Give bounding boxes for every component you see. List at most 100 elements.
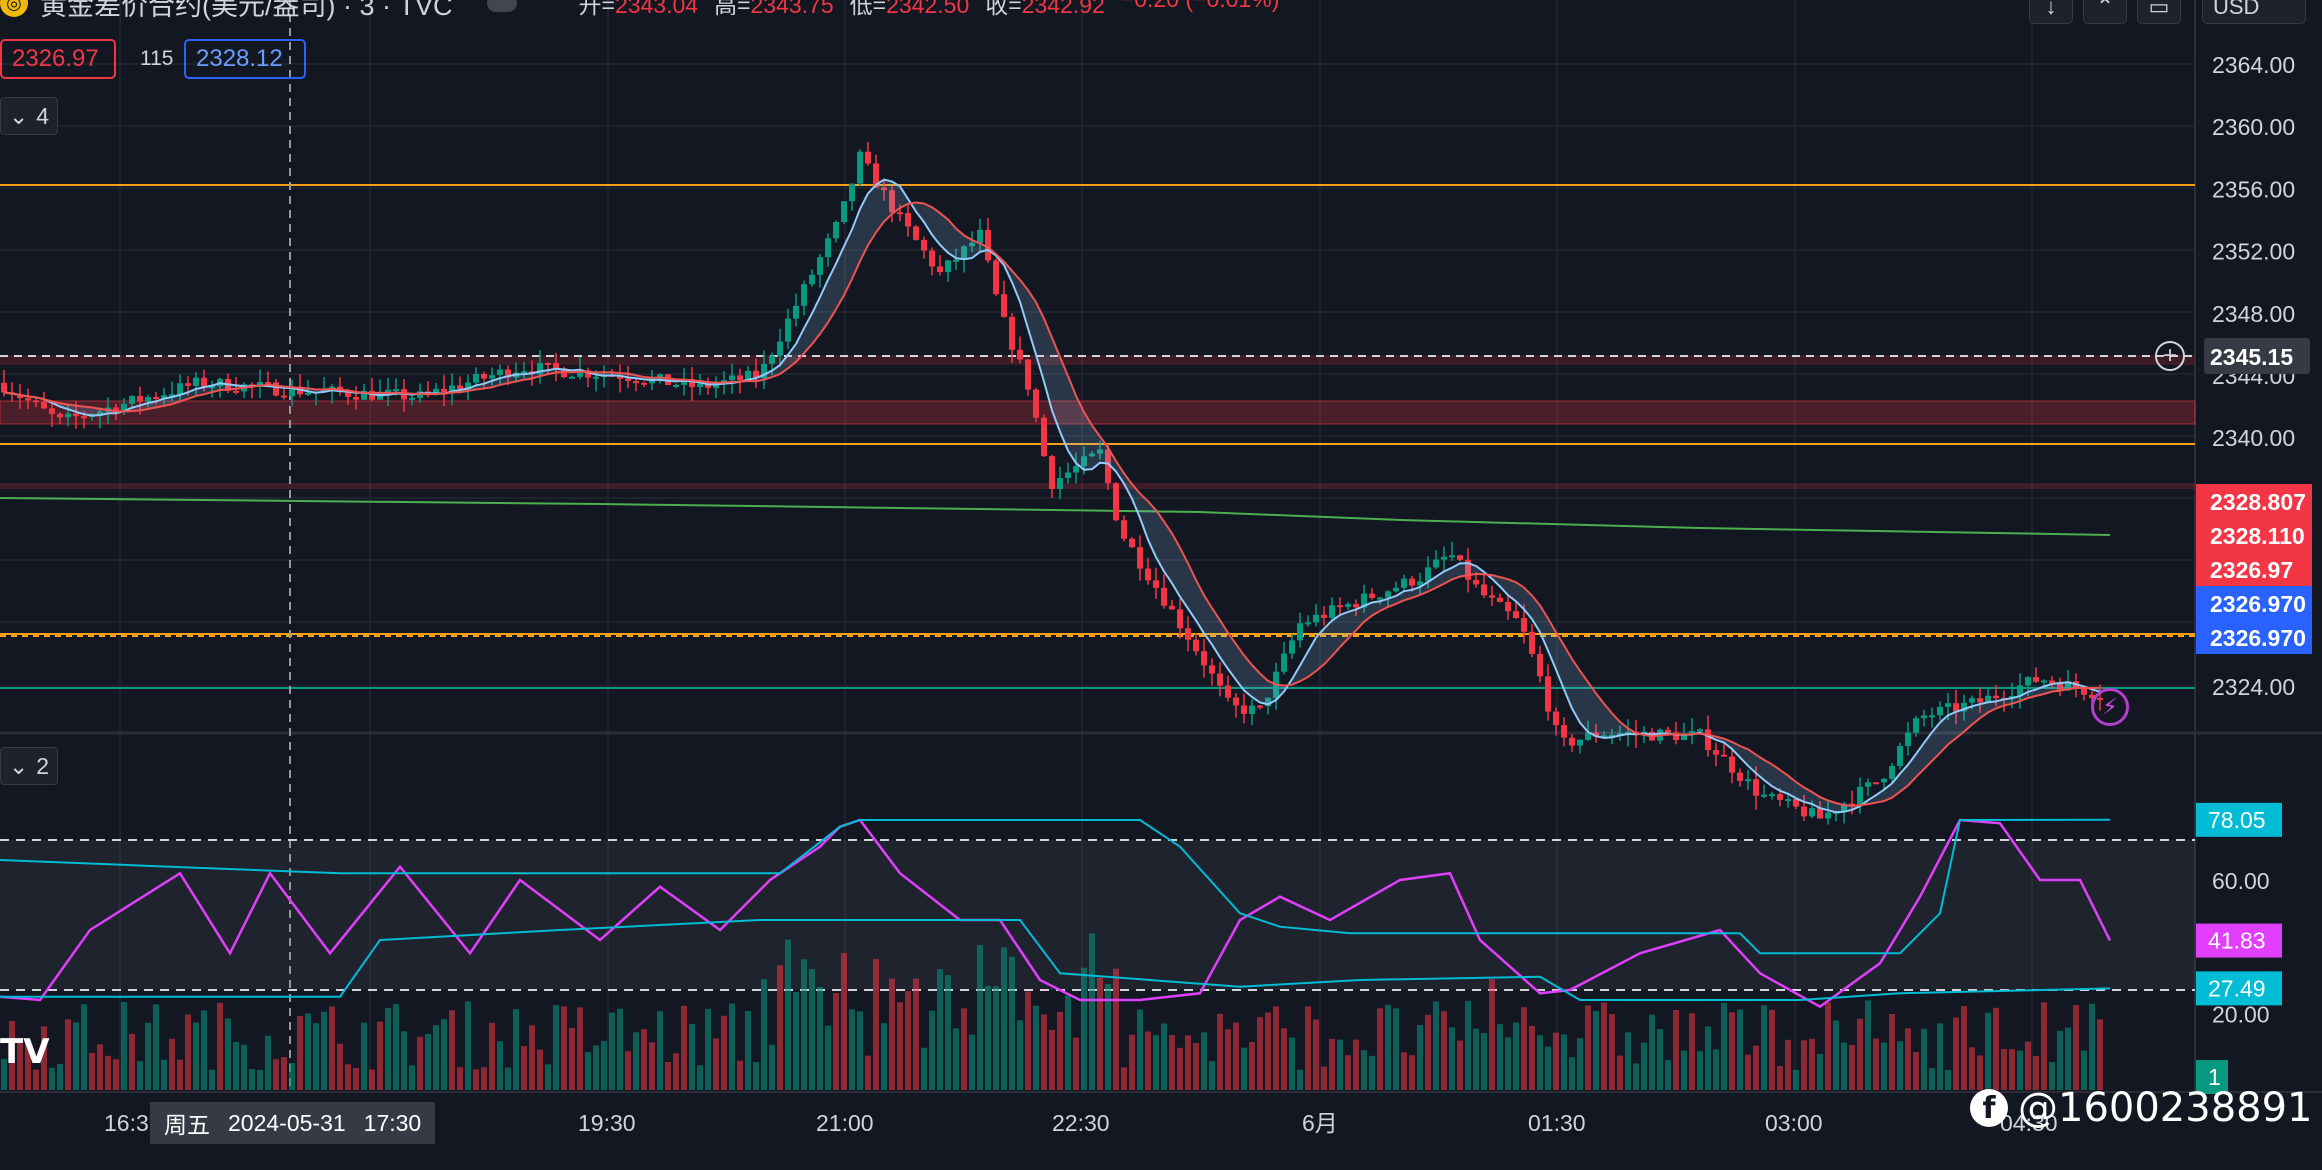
arrow-down-icon[interactable]: ↓ xyxy=(2029,0,2073,24)
sub-label-bg xyxy=(2196,923,2282,958)
chevron-up-icon[interactable]: ⌃ xyxy=(2083,0,2127,24)
lightning-icon[interactable]: ⚡ xyxy=(2091,688,2129,726)
volume-bar xyxy=(993,986,999,1090)
volume-bar xyxy=(505,1067,511,1090)
candle xyxy=(801,284,807,306)
volume-bar xyxy=(889,978,895,1090)
candle xyxy=(1201,651,1207,666)
candle xyxy=(305,392,311,395)
ohlc-values: 开=2343.04 高=2343.75 低=2342.50 收=2342.92 … xyxy=(579,0,1296,20)
volume-bar xyxy=(1433,1001,1439,1090)
candle xyxy=(1913,718,1919,733)
volume-bar xyxy=(729,1003,735,1090)
currency-select[interactable]: USD xyxy=(2202,0,2306,24)
volume-bar xyxy=(1249,1041,1255,1090)
sub-label-bg xyxy=(2196,971,2282,1006)
volume-bar xyxy=(1193,1043,1199,1090)
volume-bar xyxy=(1761,1005,1767,1090)
candle xyxy=(1073,466,1079,473)
candle xyxy=(689,379,695,388)
volume-bar xyxy=(969,1034,975,1090)
volume-bar xyxy=(1841,1042,1847,1090)
volume-bar xyxy=(1305,1006,1311,1090)
volume-bar xyxy=(721,1015,727,1090)
volume-bar xyxy=(1233,1022,1239,1090)
candle xyxy=(1001,294,1007,317)
candle xyxy=(1545,676,1551,712)
ohlc-high-key: 高= xyxy=(714,0,751,18)
sub-label: 27.49 xyxy=(2208,975,2266,1001)
candle xyxy=(1153,580,1159,588)
price-tick-label: 2348.00 xyxy=(2212,301,2295,327)
volume-bar xyxy=(1513,1022,1519,1090)
sub-label-bg xyxy=(2196,1060,2228,1094)
volume-bar xyxy=(1777,1066,1783,1090)
volume-bar xyxy=(1833,1020,1839,1090)
volume-bar xyxy=(1041,1014,1047,1090)
crosshair-price-label: 2345.15 xyxy=(2210,344,2293,370)
sell-button[interactable]: 2326.97 xyxy=(0,39,116,79)
candle xyxy=(1145,568,1151,581)
sub-label: 41.83 xyxy=(2208,928,2266,954)
main-legend-toggle[interactable]: ⌄ 4 xyxy=(0,97,58,135)
candle xyxy=(1305,622,1311,625)
sub-label: 78.05 xyxy=(2208,807,2266,833)
sub-legend-toggle[interactable]: ⌄ 2 xyxy=(0,747,58,785)
crosshair-time: 17:30 xyxy=(363,1109,422,1136)
volume-bar xyxy=(649,1042,655,1090)
add-alert-icon[interactable]: + xyxy=(2155,341,2185,371)
candle xyxy=(2065,681,2071,691)
volume-bar xyxy=(1729,1012,1735,1090)
ohlc-high: 2343.75 xyxy=(750,0,834,18)
volume-bar xyxy=(625,1051,631,1090)
volume-bar xyxy=(689,1023,695,1090)
volume-bar xyxy=(945,975,951,1090)
candle xyxy=(1177,609,1183,629)
volume-bar xyxy=(1769,1009,1775,1090)
candle xyxy=(201,377,207,387)
volume-bar xyxy=(225,1018,231,1090)
volume-bar xyxy=(1377,1008,1383,1090)
volume-bar xyxy=(2049,1062,2055,1090)
crosshair-price-bg xyxy=(2204,338,2310,374)
market-status-icon[interactable] xyxy=(486,0,517,12)
volume-bar xyxy=(209,1069,215,1090)
long-ma-line xyxy=(0,497,2111,536)
candle xyxy=(1809,808,1815,817)
ohlc-open-key: 开= xyxy=(578,0,615,18)
candle xyxy=(1921,715,1927,719)
resistance-zone xyxy=(0,400,2196,425)
candle xyxy=(1897,746,1903,766)
volume-bar xyxy=(417,1036,423,1090)
candle xyxy=(1449,555,1455,558)
candle xyxy=(553,362,559,369)
candle xyxy=(1849,803,1855,806)
volume-bar xyxy=(2025,1041,2031,1090)
candle xyxy=(889,190,895,213)
candle xyxy=(1425,567,1431,582)
candle xyxy=(1393,587,1399,592)
candle xyxy=(1961,702,1967,712)
maximize-icon[interactable]: ▭ xyxy=(2137,0,2181,24)
volume-bar xyxy=(1969,1047,1975,1090)
volume-bar xyxy=(1569,1057,1575,1090)
buy-button[interactable]: 2328.12 xyxy=(184,39,306,79)
volume-bar xyxy=(1657,1029,1663,1090)
candle xyxy=(1361,593,1367,608)
volume-bar xyxy=(1929,1068,1935,1090)
candle xyxy=(809,274,815,285)
candle xyxy=(361,390,367,400)
candle xyxy=(521,371,527,374)
volume-bar xyxy=(345,1064,351,1090)
volume-bar xyxy=(849,1009,855,1090)
chevron-down-icon: ⌄ xyxy=(8,752,29,779)
lower-band-line xyxy=(0,919,2111,1001)
symbol-title[interactable]: 黄金差价合约(美元/盎司) · 3 · TVC xyxy=(40,0,453,21)
volume-bar xyxy=(2097,1019,2103,1090)
volume-bar xyxy=(297,1016,303,1090)
candle xyxy=(2089,694,2095,699)
volume-bar xyxy=(985,985,991,1090)
volume-bar xyxy=(1465,1000,1471,1090)
volume-bar xyxy=(713,1038,719,1090)
